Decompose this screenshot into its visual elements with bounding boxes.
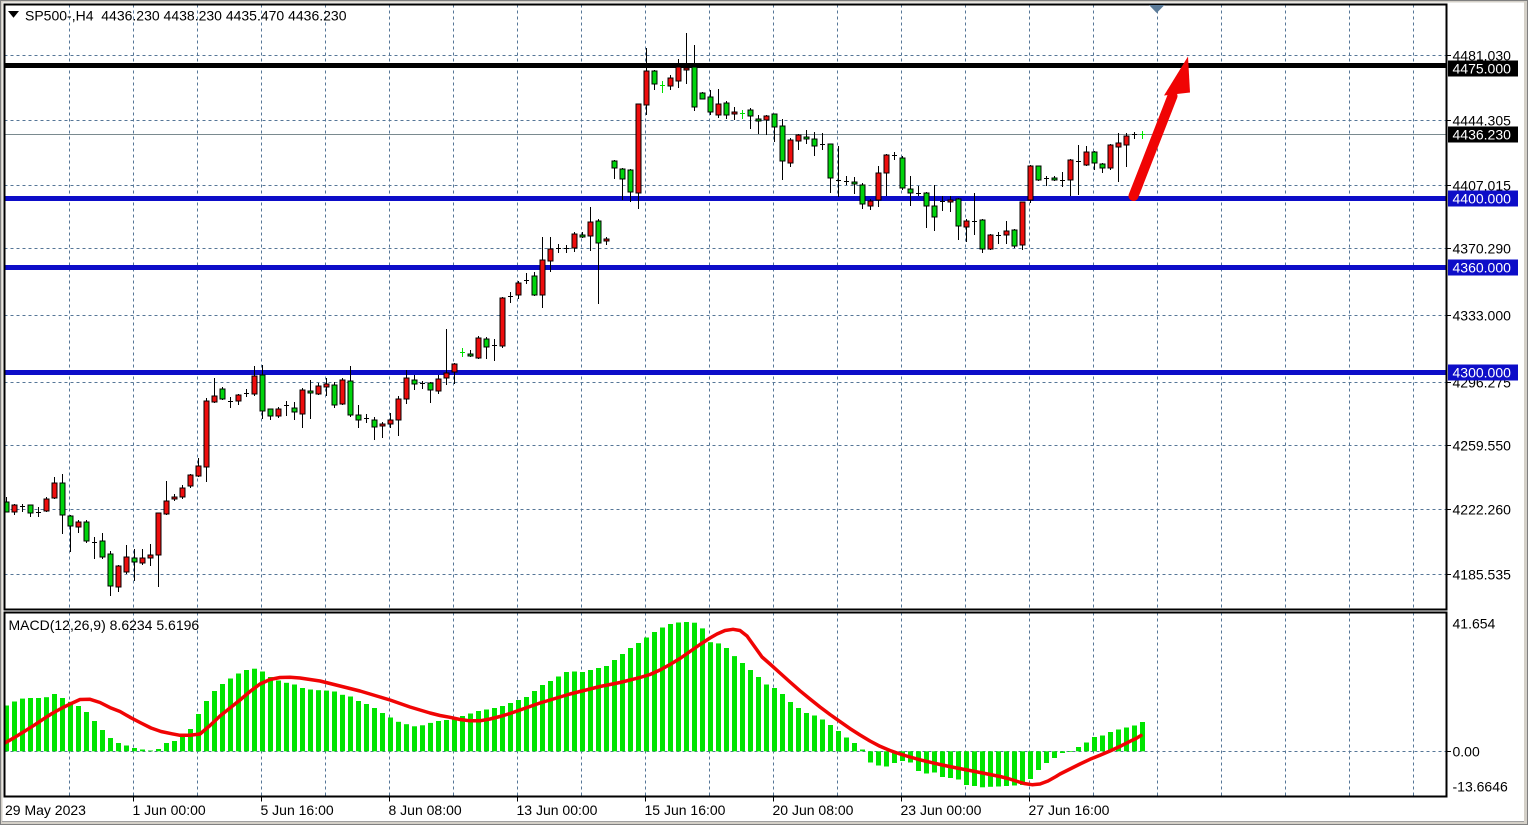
svg-text:4300.000: 4300.000 bbox=[1453, 365, 1512, 381]
svg-text:4436.230: 4436.230 bbox=[1453, 127, 1512, 143]
svg-text:4222.260: 4222.260 bbox=[1453, 502, 1512, 518]
svg-text:4407.015: 4407.015 bbox=[1453, 178, 1512, 194]
svg-text:SP500-,H4 4436.230 4438.230 4: SP500-,H4 4436.230 4438.230 4435.470 443… bbox=[25, 8, 347, 24]
svg-text:0.00: 0.00 bbox=[1453, 744, 1480, 760]
svg-text:27 Jun 16:00: 27 Jun 16:00 bbox=[1029, 802, 1110, 818]
svg-text:23 Jun 00:00: 23 Jun 00:00 bbox=[901, 802, 982, 818]
svg-text:4481.030: 4481.030 bbox=[1453, 48, 1512, 64]
svg-text:41.654: 41.654 bbox=[1453, 615, 1496, 631]
svg-text:1 Jun 00:00: 1 Jun 00:00 bbox=[133, 802, 206, 818]
svg-text:5 Jun 16:00: 5 Jun 16:00 bbox=[261, 802, 334, 818]
svg-text:4360.000: 4360.000 bbox=[1453, 260, 1512, 276]
svg-text:4400.000: 4400.000 bbox=[1453, 191, 1512, 207]
svg-text:20 Jun 08:00: 20 Jun 08:00 bbox=[773, 802, 854, 818]
svg-text:8 Jun 08:00: 8 Jun 08:00 bbox=[389, 802, 462, 818]
svg-text:4185.535: 4185.535 bbox=[1453, 567, 1512, 583]
svg-text:4259.550: 4259.550 bbox=[1453, 438, 1512, 454]
svg-text:4475.000: 4475.000 bbox=[1453, 61, 1512, 77]
svg-text:-13.6646: -13.6646 bbox=[1453, 778, 1508, 794]
svg-text:4444.305: 4444.305 bbox=[1453, 113, 1512, 129]
svg-text:13 Jun 00:00: 13 Jun 00:00 bbox=[517, 802, 598, 818]
svg-text:4370.290: 4370.290 bbox=[1453, 241, 1512, 257]
svg-text:MACD(12,26,9) 8.6234 5.6196: MACD(12,26,9) 8.6234 5.6196 bbox=[9, 617, 200, 633]
svg-text:29 May 2023: 29 May 2023 bbox=[5, 802, 86, 818]
svg-text:4333.000: 4333.000 bbox=[1453, 308, 1512, 324]
svg-text:15 Jun 16:00: 15 Jun 16:00 bbox=[645, 802, 726, 818]
